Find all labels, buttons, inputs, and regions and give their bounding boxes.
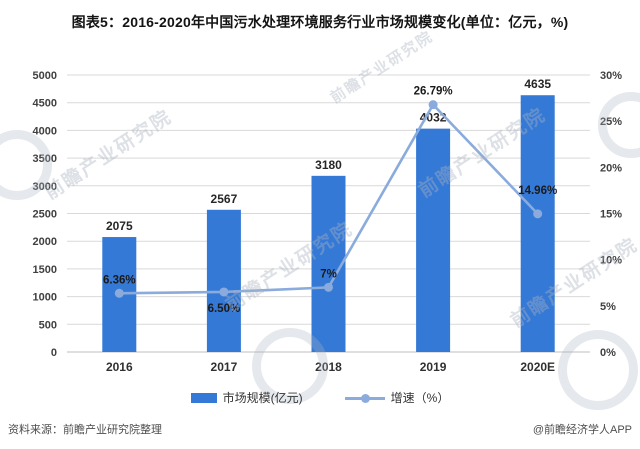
y-left-tick-label: 4000 xyxy=(33,125,57,137)
bar-value-label: 3180 xyxy=(315,158,342,172)
chart-footer: 资料来源：前瞻产业研究院整理 @前瞻经济学人APP xyxy=(8,421,632,437)
y-left-tick-label: 5000 xyxy=(33,70,57,82)
line-marker-2020E xyxy=(533,209,543,219)
bar-value-label: 4635 xyxy=(524,77,551,91)
line-marker-2019 xyxy=(428,100,438,110)
source-note: 资料来源：前瞻产业研究院整理 xyxy=(8,424,162,436)
x-tick-label: 2017 xyxy=(211,360,238,374)
y-right-tick-label: 20% xyxy=(600,162,622,174)
y-right-tick-label: 15% xyxy=(600,209,622,221)
y-left-tick-label: 1000 xyxy=(33,292,57,304)
chart-legend: 市场规模(亿元) 增速（%） xyxy=(0,389,640,406)
y-left-tick-label: 2500 xyxy=(33,209,57,221)
y-left-tick-label: 3000 xyxy=(33,181,57,193)
growth-value-label: 14.96% xyxy=(518,185,557,197)
line-marker-2017 xyxy=(219,287,229,297)
x-tick-label: 2019 xyxy=(420,360,447,374)
bar-2019 xyxy=(416,128,451,352)
legend-item-market-size: 市场规模(亿元) xyxy=(190,389,303,406)
legend-item-growth-rate: 增速（%） xyxy=(344,389,450,406)
growth-value-label: 26.79% xyxy=(414,86,453,98)
growth-value-label: 6.36% xyxy=(103,274,136,286)
line-series-swatch-icon xyxy=(344,393,385,403)
y-left-tick-label: 2000 xyxy=(33,236,57,248)
x-tick-label: 2016 xyxy=(106,360,133,374)
y-right-tick-label: 25% xyxy=(600,116,622,128)
y-left-tick-label: 4500 xyxy=(33,98,57,110)
y-right-tick-label: 0% xyxy=(600,347,616,359)
growth-value-label: 6.50% xyxy=(208,303,241,315)
growth-value-label: 7% xyxy=(320,268,337,280)
chart-title: 图表5：2016-2020年中国污水处理环境服务行业市场规模变化(单位：亿元，%… xyxy=(71,14,569,30)
bar-2018 xyxy=(311,175,346,352)
x-tick-label: 2020E xyxy=(520,360,555,374)
bar-2020E xyxy=(520,95,555,352)
y-left-tick-label: 500 xyxy=(39,319,57,331)
bar-value-label: 2075 xyxy=(106,219,133,233)
bar-2017 xyxy=(206,209,241,352)
credit-note: @前瞻经济学人APP xyxy=(532,424,632,436)
y-right-tick-label: 10% xyxy=(600,255,622,267)
line-marker-2018 xyxy=(324,282,333,292)
legend-label: 市场规模(亿元) xyxy=(222,391,303,405)
bar-series-swatch-icon xyxy=(190,392,217,403)
y-right-tick-label: 30% xyxy=(600,70,622,82)
y-left-tick-label: 0 xyxy=(51,347,57,359)
x-tick-label: 2018 xyxy=(315,360,342,374)
bar-value-label: 2567 xyxy=(211,192,238,206)
y-right-tick-label: 5% xyxy=(600,301,616,313)
legend-label: 增速（%） xyxy=(390,391,450,405)
line-marker-2016 xyxy=(114,288,124,298)
y-left-tick-label: 1500 xyxy=(33,264,57,276)
y-left-tick-label: 3500 xyxy=(33,153,57,165)
